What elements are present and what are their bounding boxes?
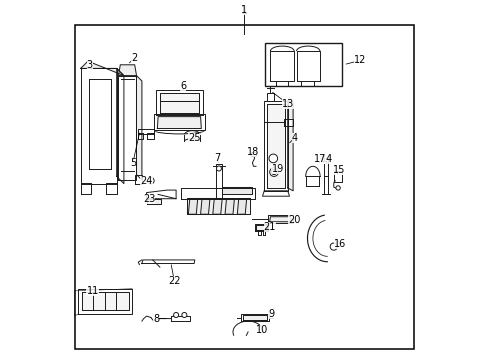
Bar [264, 43, 341, 86]
Polygon shape [156, 90, 203, 115]
Polygon shape [269, 217, 291, 222]
Polygon shape [212, 199, 222, 214]
Polygon shape [266, 104, 284, 188]
Polygon shape [136, 76, 142, 180]
Text: 12: 12 [353, 55, 365, 66]
Circle shape [335, 186, 340, 190]
Polygon shape [146, 199, 161, 204]
Polygon shape [267, 215, 292, 223]
Text: 21: 21 [263, 222, 275, 232]
Polygon shape [160, 93, 199, 101]
Polygon shape [142, 260, 194, 264]
Text: 24: 24 [140, 176, 152, 186]
Text: 10: 10 [255, 325, 267, 336]
Polygon shape [137, 129, 153, 134]
Text: 3: 3 [86, 60, 93, 70]
Text: 1: 1 [241, 5, 247, 15]
Text: 15: 15 [332, 165, 345, 175]
Polygon shape [256, 225, 266, 230]
Polygon shape [287, 101, 292, 191]
Text: 13: 13 [281, 99, 293, 109]
Text: 14: 14 [321, 154, 333, 164]
Polygon shape [237, 199, 246, 214]
Polygon shape [186, 198, 249, 214]
Text: 17: 17 [313, 154, 325, 164]
Polygon shape [224, 199, 234, 214]
Text: 8: 8 [153, 314, 159, 324]
Text: 1: 1 [240, 4, 248, 17]
Bar [250, 152, 256, 156]
Polygon shape [118, 76, 136, 180]
Polygon shape [296, 51, 320, 81]
Text: 18: 18 [247, 147, 259, 157]
Polygon shape [181, 188, 255, 199]
Polygon shape [81, 61, 123, 76]
Circle shape [182, 312, 186, 318]
Text: 4: 4 [291, 132, 297, 143]
Polygon shape [106, 183, 117, 194]
Polygon shape [157, 117, 201, 129]
Polygon shape [117, 68, 123, 184]
Polygon shape [333, 171, 341, 182]
Text: 7: 7 [214, 153, 220, 163]
Polygon shape [153, 114, 204, 130]
Bar [266, 93, 273, 101]
Polygon shape [262, 230, 265, 235]
Polygon shape [81, 68, 117, 184]
Text: 16: 16 [333, 239, 346, 249]
Text: 5: 5 [129, 158, 136, 168]
Circle shape [268, 154, 277, 163]
Polygon shape [118, 65, 136, 76]
Polygon shape [222, 187, 251, 194]
Circle shape [271, 170, 276, 175]
Polygon shape [284, 119, 292, 126]
Polygon shape [134, 175, 142, 184]
Text: 20: 20 [287, 215, 300, 225]
Circle shape [173, 312, 178, 318]
Polygon shape [170, 316, 189, 321]
Circle shape [216, 166, 221, 171]
Polygon shape [81, 292, 128, 310]
Text: 22: 22 [168, 276, 180, 286]
Polygon shape [242, 315, 266, 320]
Polygon shape [188, 199, 197, 214]
Polygon shape [146, 133, 153, 139]
Text: 23: 23 [142, 194, 155, 204]
Polygon shape [200, 199, 209, 214]
Polygon shape [81, 183, 91, 194]
Polygon shape [323, 158, 327, 194]
Text: 2: 2 [131, 53, 137, 63]
Polygon shape [146, 190, 176, 199]
Polygon shape [137, 133, 142, 139]
Text: 25: 25 [187, 132, 200, 143]
Polygon shape [258, 230, 260, 235]
Text: 6: 6 [180, 81, 186, 91]
Text: 11: 11 [86, 286, 99, 296]
Polygon shape [270, 51, 294, 81]
Polygon shape [262, 191, 289, 196]
Circle shape [147, 177, 154, 184]
Polygon shape [160, 101, 199, 113]
Polygon shape [241, 314, 268, 321]
Polygon shape [264, 101, 287, 191]
Text: 9: 9 [268, 309, 274, 319]
Circle shape [329, 243, 337, 250]
Polygon shape [215, 164, 222, 199]
Text: 19: 19 [271, 164, 283, 174]
Circle shape [269, 168, 278, 176]
Polygon shape [255, 224, 267, 231]
Polygon shape [78, 289, 132, 314]
